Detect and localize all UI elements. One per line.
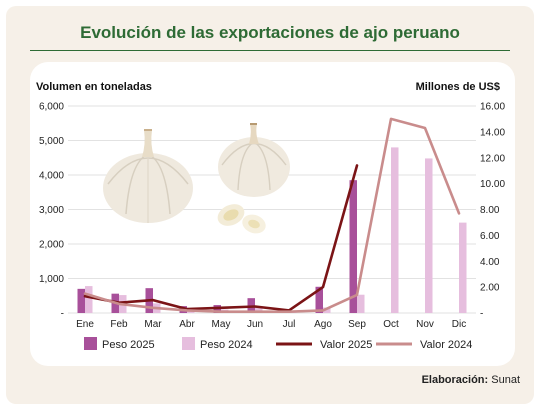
right-tick-label: 4.00 xyxy=(480,257,500,268)
chart-title: Evolución de las exportaciones de ajo pe… xyxy=(80,23,460,42)
right-tick-label: 14.00 xyxy=(480,127,505,138)
left-tick-label: 5,000 xyxy=(39,136,64,147)
left-tick-label: - xyxy=(61,309,64,320)
title-divider xyxy=(30,50,510,51)
x-tick-label: Abr xyxy=(179,319,195,330)
x-tick-label: Dic xyxy=(452,319,466,330)
bar-peso-2024 xyxy=(255,307,263,313)
right-tick-label: - xyxy=(480,309,483,320)
garlic-bulb-large xyxy=(103,129,193,223)
line-valor-2024 xyxy=(83,117,461,313)
legend-label-valor-2024: Valor 2024 xyxy=(420,339,472,351)
combo-chart: - 1,000 2,000 3,000 4,000 5,000 6,000 - 2.00 4.00… xyxy=(36,81,505,351)
legend-label-peso-2024: Peso 2024 xyxy=(200,339,253,351)
right-tick-label: 12.00 xyxy=(480,153,505,164)
left-axis-title: Volumen en toneladas xyxy=(36,81,152,93)
x-tick-label: Sep xyxy=(348,319,366,330)
legend-swatch-peso-2025 xyxy=(84,337,97,350)
x-tick-label: May xyxy=(212,319,231,330)
bar-peso-2025 xyxy=(315,286,323,313)
left-tick-label: 2,000 xyxy=(39,240,64,251)
x-tick-label: Jul xyxy=(283,319,296,330)
right-axis-title: Millones de US$ xyxy=(416,81,500,93)
line-valor-2025 xyxy=(83,164,359,312)
chart-panel: - 1,000 2,000 3,000 4,000 5,000 6,000 - 2.00 4.00… xyxy=(30,62,515,366)
bar-peso-2024 xyxy=(323,307,331,313)
left-tick-label: 1,000 xyxy=(39,274,64,285)
bar-peso-2024 xyxy=(357,294,365,313)
x-tick-label: Feb xyxy=(110,319,128,330)
garlic-cloves xyxy=(217,204,266,234)
x-tick-label: Oct xyxy=(383,319,399,330)
bar-peso-2024 xyxy=(425,158,433,313)
right-tick-label: 2.00 xyxy=(480,283,500,294)
bar-peso-2024 xyxy=(85,286,93,313)
right-tick-label: 8.00 xyxy=(480,205,500,216)
bar-peso-2025 xyxy=(77,288,85,313)
left-tick-label: 4,000 xyxy=(39,171,64,182)
left-tick-label: 6,000 xyxy=(39,102,64,113)
bar-peso-2024 xyxy=(391,147,399,313)
credit-value: Sunat xyxy=(491,374,520,386)
credit-label: Elaboración: xyxy=(421,374,489,386)
legend-label-peso-2025: Peso 2025 xyxy=(102,339,155,351)
x-tick-label: Jun xyxy=(247,319,263,330)
source-credit: Elaboración: Sunat xyxy=(422,374,520,386)
x-tick-label: Mar xyxy=(144,319,162,330)
garlic-illustration xyxy=(103,123,290,234)
bar-peso-2024 xyxy=(459,222,467,313)
right-tick-label: 6.00 xyxy=(480,231,500,242)
legend-label-valor-2025: Valor 2025 xyxy=(320,339,372,351)
legend-swatch-peso-2024 xyxy=(182,337,195,350)
x-tick-label: Nov xyxy=(416,319,434,330)
bar-peso-2025 xyxy=(349,180,357,313)
right-tick-label: 16.00 xyxy=(480,102,505,113)
garlic-bulb-small xyxy=(218,123,290,197)
x-tick-label: Ene xyxy=(76,319,94,330)
x-tick-label: Ago xyxy=(314,319,332,330)
right-tick-label: 10.00 xyxy=(480,179,505,190)
left-tick-label: 3,000 xyxy=(39,205,64,216)
